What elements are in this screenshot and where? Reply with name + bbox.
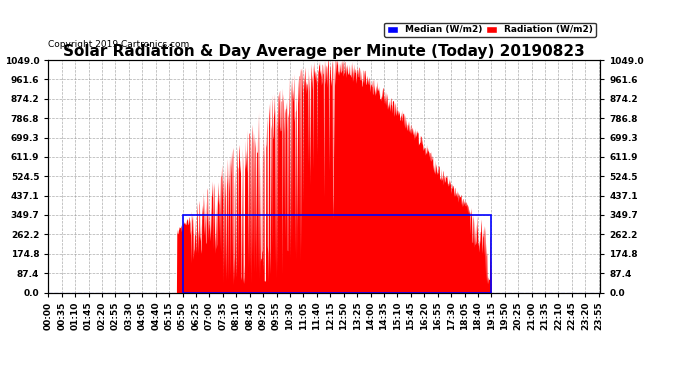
Text: Copyright 2019 Cartronics.com: Copyright 2019 Cartronics.com — [48, 40, 190, 49]
Title: Solar Radiation & Day Average per Minute (Today) 20190823: Solar Radiation & Day Average per Minute… — [63, 44, 585, 59]
Legend: Median (W/m2), Radiation (W/m2): Median (W/m2), Radiation (W/m2) — [384, 22, 595, 37]
Bar — [183, 215, 491, 292]
